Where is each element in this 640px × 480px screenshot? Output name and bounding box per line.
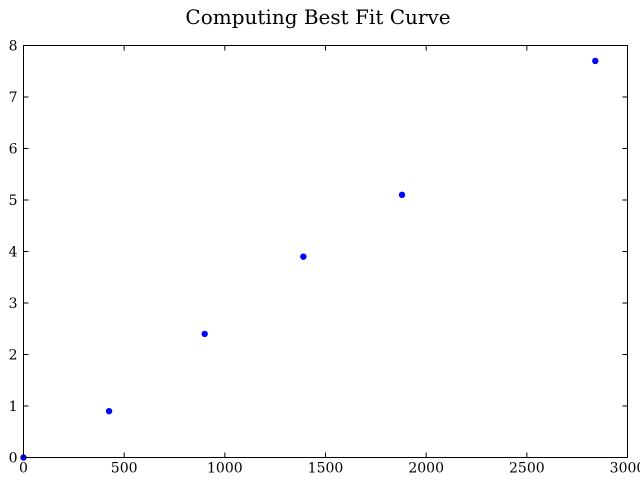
x-tick-label: 1000 [207, 461, 243, 477]
x-tick-label: 2000 [408, 461, 444, 477]
y-tick-label: 7 [9, 90, 18, 106]
scatter-point [398, 191, 406, 199]
scatter-point [201, 330, 208, 338]
y-tick-label: 4 [9, 245, 18, 261]
scatter-point [592, 57, 599, 65]
y-tick-label: 6 [9, 142, 18, 158]
plot-area-frame [23, 45, 628, 458]
scatter-point [105, 407, 113, 415]
scatter-point [300, 253, 307, 260]
y-tick-label: 3 [9, 296, 18, 312]
x-tick-label: 0 [19, 461, 28, 477]
x-tick-label: 1500 [308, 461, 344, 477]
chart-title: Computing Best Fit Curve [185, 5, 450, 29]
y-tick-label: 2 [9, 348, 18, 364]
y-tick-label: 1 [9, 399, 18, 415]
x-tick-label: 500 [111, 461, 138, 477]
y-tick-label: 8 [9, 39, 18, 55]
y-tick-label: 0 [9, 451, 18, 467]
x-tick-label: 2500 [509, 461, 545, 477]
data-points [20, 57, 599, 461]
y-tick-label: 5 [9, 193, 18, 209]
